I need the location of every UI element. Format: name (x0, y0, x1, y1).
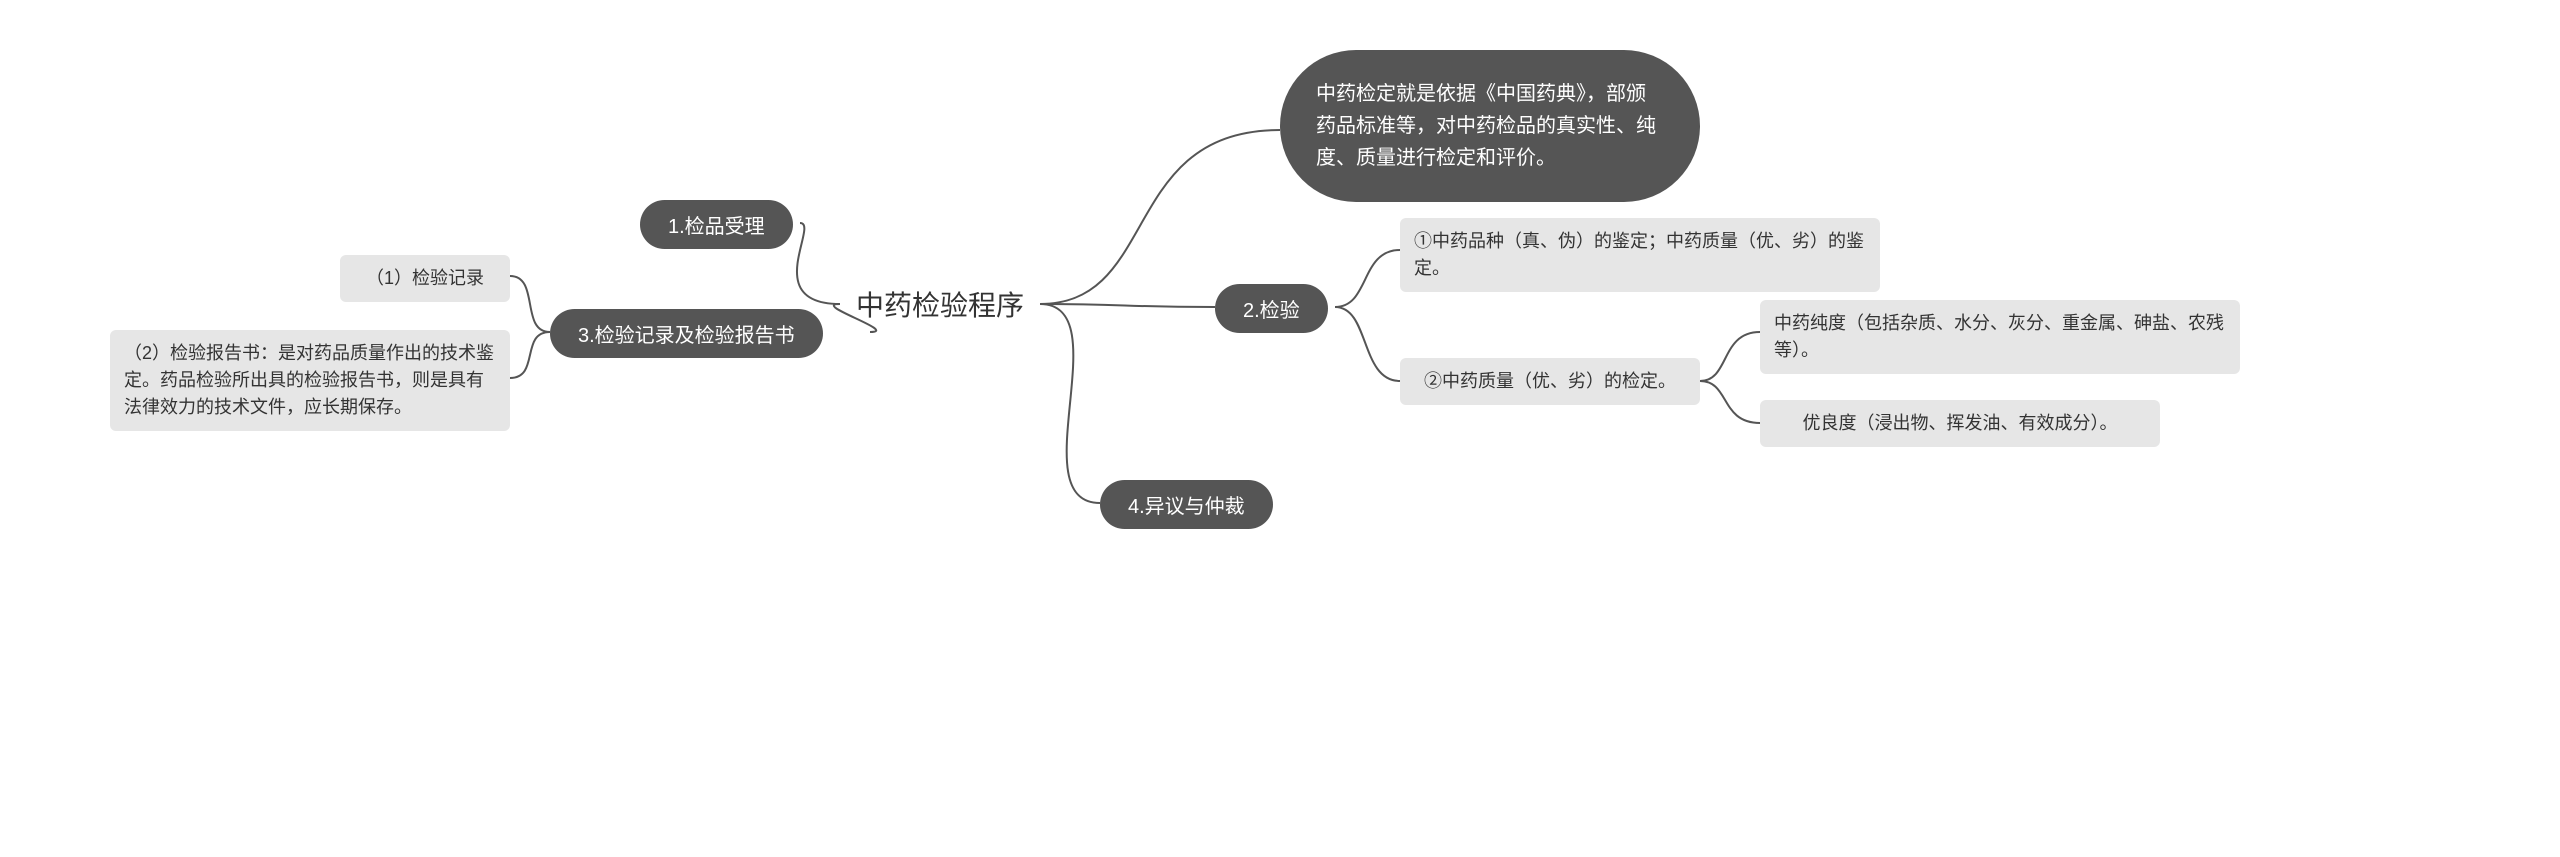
node-2: 2.检验 (1215, 284, 1328, 333)
node-2b-text: ②中药质量（优、劣）的检定。 (1424, 368, 1676, 395)
node-3b-text: （2）检验报告书：是对药品质量作出的技术鉴定。药品检验所出具的检验报告书，则是具… (124, 340, 496, 421)
node-1: 1.检品受理 (640, 200, 793, 249)
node-2b1: 中药纯度（包括杂质、水分、灰分、重金属、砷盐、农残等）。 (1760, 300, 2240, 374)
node-1-label: 1.检品受理 (668, 210, 765, 239)
node-3a: （1）检验记录 (340, 255, 510, 302)
node-2b2-text: 优良度（浸出物、挥发油、有效成分）。 (1803, 410, 2118, 437)
node-4: 4.异议与仲裁 (1100, 480, 1273, 529)
root-node: 中药检验程序 (840, 284, 1040, 324)
node-2b2: 优良度（浸出物、挥发油、有效成分）。 (1760, 400, 2160, 447)
node-2a-text: ①中药品种（真、伪）的鉴定；中药质量（优、劣）的鉴定。 (1414, 228, 1866, 282)
node-2b1-text: 中药纯度（包括杂质、水分、灰分、重金属、砷盐、农残等）。 (1774, 310, 2226, 364)
node-2-label: 2.检验 (1243, 294, 1300, 323)
node-4-label: 4.异议与仲裁 (1128, 490, 1245, 519)
node-3a-text: （1）检验记录 (366, 265, 484, 292)
node-description: 中药检定就是依据《中国药典》，部颁药品标准等，对中药检品的真实性、纯度、质量进行… (1280, 50, 1700, 202)
root-label: 中药检验程序 (856, 284, 1024, 324)
node-3b: （2）检验报告书：是对药品质量作出的技术鉴定。药品检验所出具的检验报告书，则是具… (110, 330, 510, 431)
node-3-label: 3.检验记录及检验报告书 (578, 319, 795, 348)
node-2a: ①中药品种（真、伪）的鉴定；中药质量（优、劣）的鉴定。 (1400, 218, 1880, 292)
node-2b: ②中药质量（优、劣）的检定。 (1400, 358, 1700, 405)
node-3: 3.检验记录及检验报告书 (550, 309, 823, 358)
node-description-text: 中药检定就是依据《中国药典》，部颁药品标准等，对中药检品的真实性、纯度、质量进行… (1316, 78, 1664, 174)
